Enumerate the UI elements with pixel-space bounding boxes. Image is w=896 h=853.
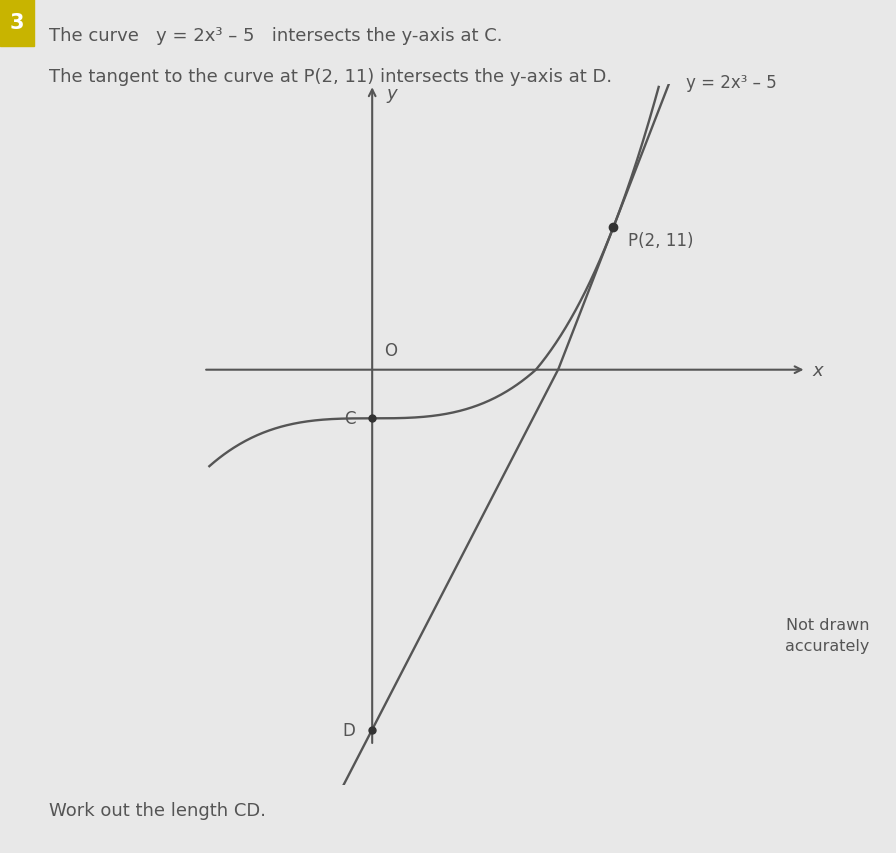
Text: D: D	[342, 721, 356, 739]
Text: 3: 3	[10, 14, 24, 33]
Text: P(2, 11): P(2, 11)	[628, 232, 694, 250]
Text: O: O	[384, 342, 397, 360]
Text: The tangent to the curve at P(2, 11) intersects the y-axis at D.: The tangent to the curve at P(2, 11) int…	[49, 67, 612, 86]
Text: The curve   y = 2x³ – 5   intersects the y-axis at C.: The curve y = 2x³ – 5 intersects the y-a…	[49, 26, 503, 45]
Bar	[0, 0, 34, 47]
Text: Not drawn
accurately: Not drawn accurately	[785, 618, 869, 653]
Text: C: C	[344, 409, 356, 428]
Text: x: x	[813, 362, 823, 380]
Text: Work out the length CD.: Work out the length CD.	[49, 801, 266, 820]
Text: y = 2x³ – 5: y = 2x³ – 5	[685, 74, 777, 92]
Text: y: y	[387, 85, 397, 103]
